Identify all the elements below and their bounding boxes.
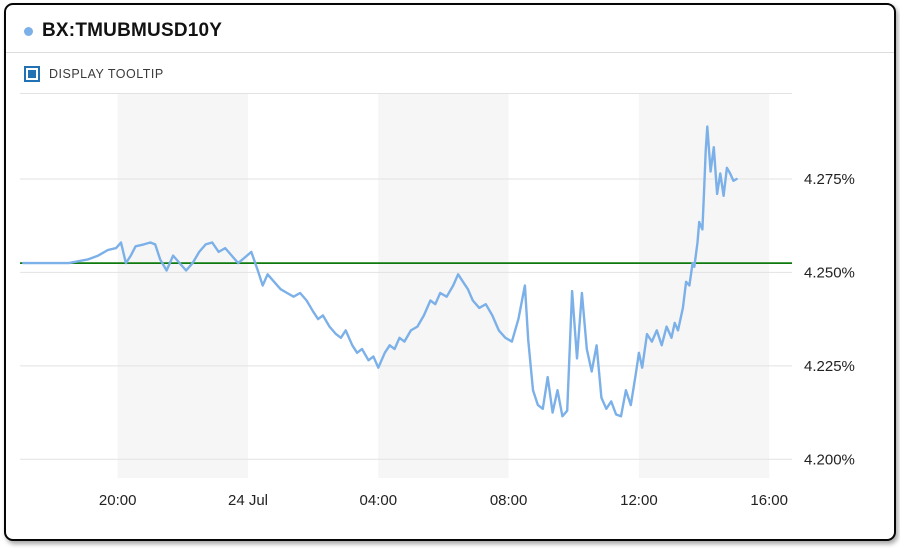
y-axis-label: 4.250% [804, 264, 855, 281]
chart-widget: BX:TMUBMUSD10Y DISPLAY TOOLTIP 4.275% 4.2… [4, 3, 896, 541]
display-tooltip-label: DISPLAY TOOLTIP [49, 67, 164, 81]
display-tooltip-checkbox[interactable]: DISPLAY TOOLTIP [24, 66, 164, 82]
y-axis-label: 4.275% [804, 171, 855, 188]
checkbox-checked-icon [24, 66, 40, 82]
yield-line-chart[interactable]: 4.275% 4.250% 4.225% 4.200% 20:00 24 Jul 04:00… [20, 93, 880, 521]
y-axis-label: 4.225% [804, 358, 855, 375]
controls-row: DISPLAY TOOLTIP [6, 53, 894, 87]
symbol-title: BX:TMUBMUSD10Y [42, 20, 223, 41]
session-band [638, 93, 770, 478]
chart-header: BX:TMUBMUSD10Y [6, 5, 894, 52]
header-divider [6, 52, 894, 53]
x-axis-label: 24 Jul [228, 492, 268, 509]
x-axis-label: 16:00 [750, 492, 788, 509]
session-band [117, 93, 248, 478]
series-legend-dot-icon [24, 26, 33, 36]
y-axis-label: 4.200% [804, 451, 855, 468]
session-band [378, 93, 509, 478]
chart-area[interactable]: 4.275% 4.250% 4.225% 4.200% 20:00 24 Jul 04:00… [6, 87, 894, 526]
price-line [22, 125, 738, 418]
x-axis-label: 08:00 [490, 492, 528, 509]
x-axis-label: 12:00 [620, 492, 658, 509]
x-axis-label: 04:00 [360, 492, 398, 509]
x-axis-label: 20:00 [99, 492, 137, 509]
